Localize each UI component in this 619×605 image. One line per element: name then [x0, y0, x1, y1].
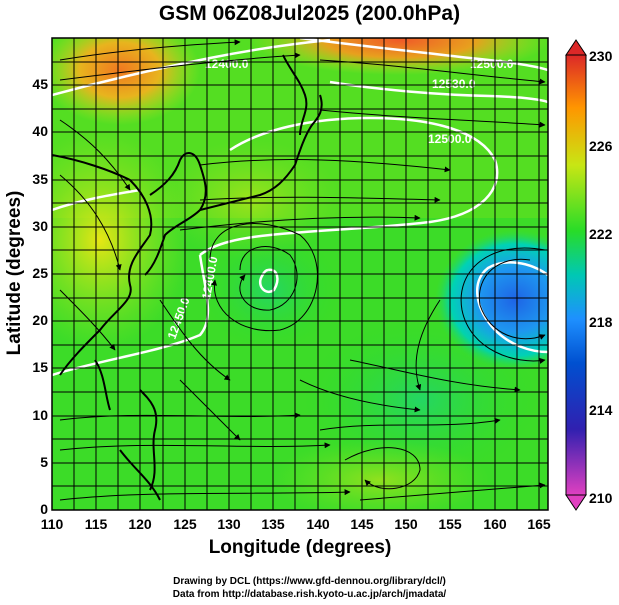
colorbar-max-arrow	[565, 39, 587, 56]
colorbar-ramp	[565, 54, 587, 496]
height-contours	[52, 38, 548, 377]
credit-line: Drawing by DCL (https://www.gfd-dennou.o…	[173, 576, 446, 587]
colorbar-tick-label: 226	[589, 138, 613, 154]
x-tick-label: 115	[84, 516, 108, 532]
map-title: GSM 06Z08Jul2025 (200.0hPa)	[158, 2, 461, 25]
colorbar-tick-label: 230	[589, 48, 613, 64]
colorbar	[565, 39, 587, 511]
wind-streamlines	[59, 39, 546, 501]
x-tick-label: 125	[173, 516, 197, 532]
x-tick-label: 110	[40, 516, 64, 532]
y-tick-label: 30	[32, 218, 48, 234]
x-axis-label: Longitude (degrees)	[208, 537, 392, 558]
contour-label: 12530.0	[432, 77, 476, 91]
y-tick-label: 35	[32, 171, 48, 187]
x-tick-label: 130	[217, 516, 241, 532]
x-tick-label: 135	[261, 516, 285, 532]
y-tick-label: 15	[32, 359, 48, 375]
y-tick-label: 0	[40, 501, 48, 517]
credit-line: Data from http://database.rish.kyoto-u.a…	[172, 589, 447, 600]
colorbar-tick-label: 222	[589, 226, 613, 242]
x-tick-label: 165	[527, 516, 551, 532]
contour-label: 12400.0	[205, 57, 249, 71]
x-tick-label: 160	[483, 516, 507, 532]
contour-label: 12500.0	[470, 57, 514, 71]
x-tick-label: 140	[306, 516, 330, 532]
colorbar-tick-label: 214	[589, 402, 613, 418]
y-tick-label: 40	[32, 123, 48, 139]
y-tick-label: 20	[32, 312, 48, 328]
y-tick-label: 10	[32, 407, 48, 423]
x-tick-label: 150	[394, 516, 418, 532]
y-tick-label: 5	[40, 454, 48, 470]
x-tick-label: 120	[128, 516, 152, 532]
plot-frame	[51, 37, 549, 511]
y-tick-label: 45	[32, 76, 48, 92]
y-tick-label: 25	[32, 265, 48, 281]
colorbar-tick-label: 210	[589, 490, 613, 506]
colorbar-min-arrow	[565, 494, 587, 511]
colorbar-tick-label: 218	[589, 314, 613, 330]
x-tick-label: 145	[350, 516, 374, 532]
grid-lines	[52, 38, 548, 510]
x-tick-label: 155	[438, 516, 462, 532]
